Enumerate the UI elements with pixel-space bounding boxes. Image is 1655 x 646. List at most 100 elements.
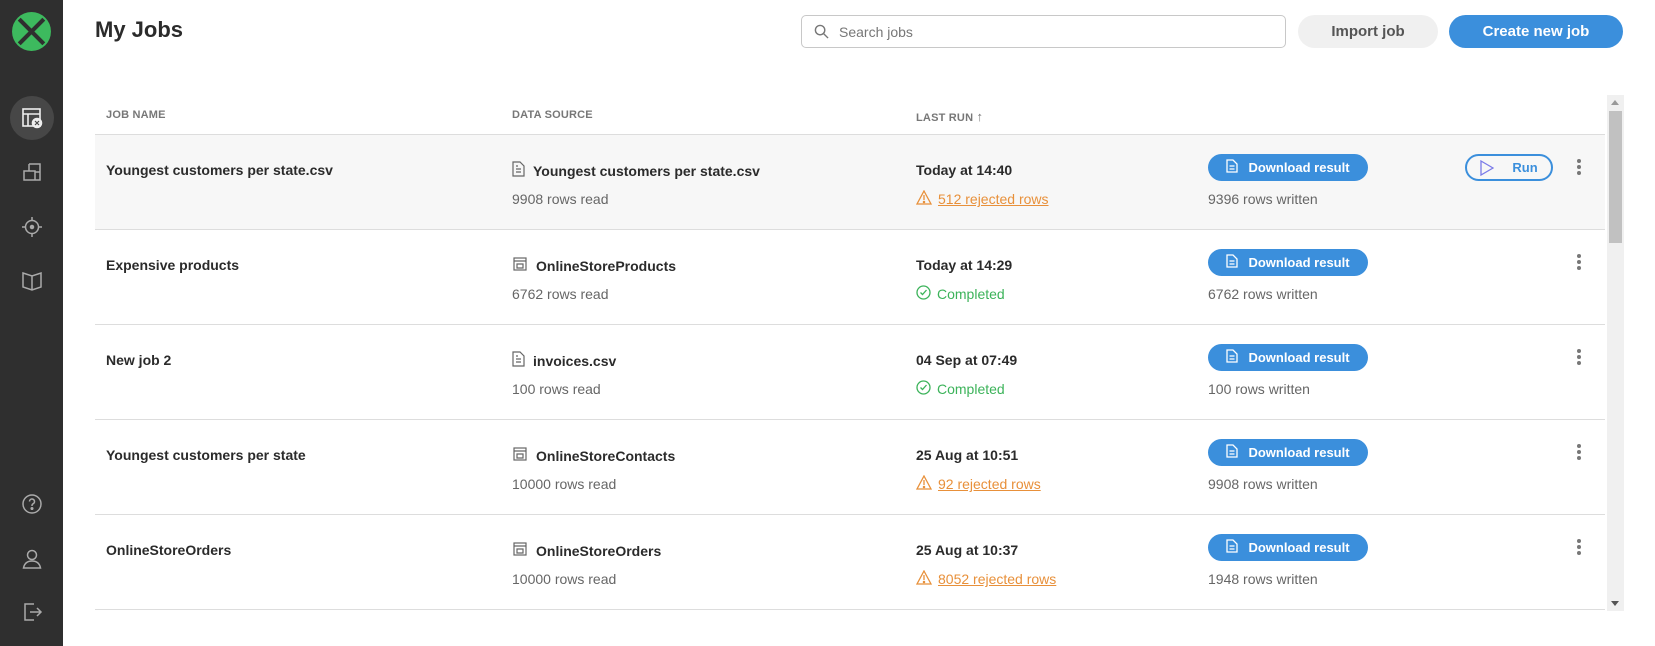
scrollbar[interactable] (1607, 95, 1624, 611)
data-source: invoices.csv (512, 351, 616, 370)
last-run-time: 04 Sep at 07:49 (916, 352, 1018, 368)
last-run-time: Today at 14:29 (916, 257, 1013, 273)
more-options-icon[interactable] (1575, 157, 1583, 177)
rows-written: 1948 rows written (1208, 571, 1318, 587)
table-row[interactable]: Youngest customers per state.csv Younges… (95, 135, 1605, 230)
jobs-table: JOB NAME DATA SOURCE LAST RUN ↑ Youngest… (95, 95, 1605, 610)
rows-read: 10000 rows read (512, 571, 617, 587)
download-result-button[interactable]: Download result (1208, 534, 1368, 561)
jobs-icon (22, 108, 43, 129)
sidebar-item-target[interactable] (10, 205, 54, 249)
data-source-name: OnlineStoreOrders (536, 542, 662, 559)
job-name[interactable]: New job 2 (106, 352, 172, 368)
download-result-label: Download result (1248, 540, 1350, 555)
search-input[interactable] (839, 23, 1259, 40)
scroll-up-icon[interactable] (1611, 100, 1619, 105)
rows-read: 100 rows read (512, 381, 601, 397)
more-options-icon[interactable] (1575, 347, 1583, 367)
status-text: Completed (937, 381, 1005, 397)
sidebar-item-jobs[interactable] (10, 96, 54, 140)
datasources-icon (23, 163, 41, 181)
more-options-icon[interactable] (1575, 537, 1583, 557)
data-source-name: OnlineStoreContacts (536, 447, 676, 464)
last-run-time: 25 Aug at 10:37 (916, 542, 1019, 558)
run-status[interactable]: 8052 rejected rows (915, 569, 1057, 588)
user-icon (22, 549, 42, 569)
warning-icon (915, 569, 933, 588)
download-result-button[interactable]: Download result (1208, 439, 1368, 466)
rows-written: 9396 rows written (1208, 191, 1318, 207)
rows-read: 6762 rows read (512, 286, 609, 302)
warning-icon (915, 189, 933, 208)
more-options-icon[interactable] (1575, 442, 1583, 462)
rows-written: 100 rows written (1208, 381, 1310, 397)
sidebar-item-logout[interactable] (10, 590, 54, 634)
rejected-rows-link[interactable]: 92 rejected rows (938, 476, 1041, 492)
column-job-name[interactable]: JOB NAME (106, 109, 166, 121)
rows-written: 9908 rows written (1208, 476, 1318, 492)
warning-icon (915, 474, 933, 493)
download-result-button[interactable]: Download result (1208, 344, 1368, 371)
column-last-run-label: LAST RUN (916, 112, 974, 124)
run-status[interactable]: 512 rejected rows (915, 189, 1049, 208)
run-button[interactable]: Run (1465, 154, 1553, 181)
logout-icon (24, 603, 43, 621)
column-last-run[interactable]: LAST RUN ↑ (916, 109, 983, 124)
run-status: Completed (916, 380, 1005, 398)
scroll-down-icon[interactable] (1611, 601, 1619, 606)
run-status: Completed (916, 285, 1005, 303)
rejected-rows-link[interactable]: 8052 rejected rows (938, 571, 1057, 587)
file-icon (512, 161, 525, 180)
data-source: Youngest customers per state.csv (512, 161, 760, 180)
table-row[interactable]: New job 2 invoices.csv 100 rows read 04 … (95, 325, 1605, 420)
sidebar-item-docs[interactable] (10, 258, 54, 302)
import-job-button[interactable]: Import job (1298, 15, 1438, 48)
check-circle-icon (916, 380, 931, 398)
document-icon (1226, 539, 1239, 556)
sidebar-item-datasources[interactable] (10, 150, 54, 194)
more-options-icon[interactable] (1575, 252, 1583, 272)
status-text: Completed (937, 286, 1005, 302)
table-row[interactable]: OnlineStoreOrders OnlineStoreOrders 1000… (95, 515, 1605, 610)
logo-icon[interactable] (11, 11, 52, 52)
scrollbar-thumb[interactable] (1609, 111, 1622, 243)
search-box[interactable] (801, 15, 1286, 48)
table-icon (512, 256, 528, 275)
play-icon (1480, 159, 1495, 176)
table-icon (512, 541, 528, 560)
file-icon (512, 351, 525, 370)
download-result-label: Download result (1248, 160, 1350, 175)
job-name[interactable]: Expensive products (106, 257, 240, 273)
sidebar-item-user[interactable] (10, 537, 54, 581)
download-result-label: Download result (1248, 350, 1350, 365)
column-data-source[interactable]: DATA SOURCE (512, 109, 593, 121)
rows-read: 9908 rows read (512, 191, 609, 207)
job-name[interactable]: OnlineStoreOrders (106, 542, 232, 558)
table-row[interactable]: Youngest customers per state OnlineStore… (95, 420, 1605, 515)
table-header: JOB NAME DATA SOURCE LAST RUN ↑ (95, 95, 1605, 135)
download-result-label: Download result (1248, 445, 1350, 460)
job-name[interactable]: Youngest customers per state (106, 447, 306, 463)
rows-written: 6762 rows written (1208, 286, 1318, 302)
page-title: My Jobs (95, 17, 184, 42)
check-circle-icon (916, 285, 931, 303)
last-run-time: Today at 14:40 (916, 162, 1013, 178)
document-icon (1226, 254, 1239, 271)
data-source: OnlineStoreProducts (512, 256, 676, 275)
sidebar (0, 0, 63, 646)
help-icon (22, 494, 42, 514)
run-status[interactable]: 92 rejected rows (915, 474, 1041, 493)
sidebar-item-help[interactable] (10, 482, 54, 526)
last-run-time: 25 Aug at 10:51 (916, 447, 1019, 463)
data-source-name: OnlineStoreProducts (536, 257, 677, 274)
job-name[interactable]: Youngest customers per state.csv (106, 162, 333, 178)
download-result-label: Download result (1248, 255, 1350, 270)
download-result-button[interactable]: Download result (1208, 249, 1368, 276)
search-icon (814, 24, 829, 39)
download-result-button[interactable]: Download result (1208, 154, 1368, 181)
run-label: Run (1512, 160, 1538, 175)
rejected-rows-link[interactable]: 512 rejected rows (938, 191, 1049, 207)
table-row[interactable]: Expensive products OnlineStoreProducts 6… (95, 230, 1605, 325)
table-icon (512, 446, 528, 465)
create-new-job-button[interactable]: Create new job (1449, 15, 1623, 48)
